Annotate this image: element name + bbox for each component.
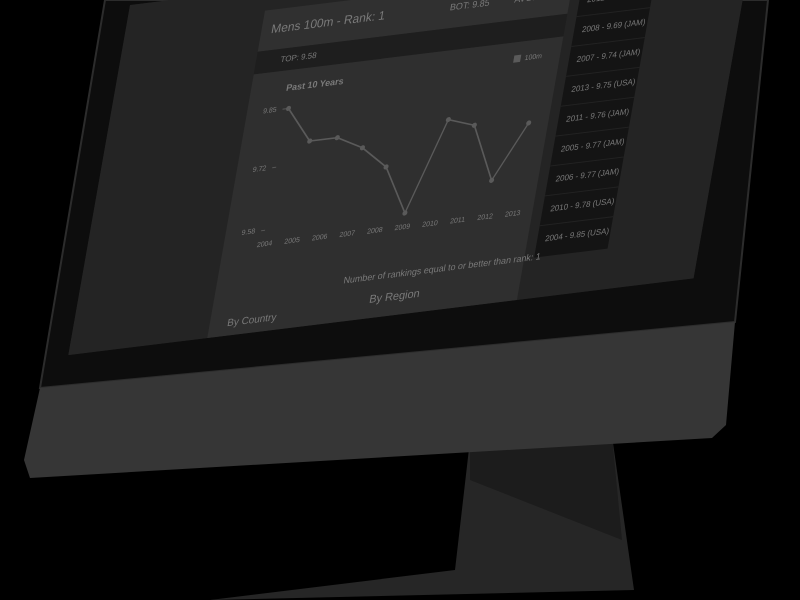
- stats-bar: [253, 13, 568, 75]
- list-divider: [555, 126, 630, 137]
- data-point: [402, 210, 408, 216]
- x-tick-label: 2007: [339, 229, 356, 239]
- screen: Mens 100m - Rank: 1 BOT: 9.85 AVG: 9.73 …: [68, 0, 756, 356]
- x-tick-label: 2004: [256, 239, 273, 249]
- data-point: [285, 105, 292, 112]
- list-divider: [550, 156, 624, 167]
- chart-panel: [207, 36, 564, 339]
- list-divider: [565, 66, 640, 77]
- legend-swatch: [513, 54, 522, 63]
- data-point: [526, 120, 532, 126]
- series-line: [287, 107, 530, 215]
- header-bar: [257, 0, 575, 52]
- stand-shade: [470, 436, 622, 540]
- x-tick-label: 2009: [394, 222, 411, 232]
- data-point: [445, 117, 451, 123]
- sidebar: [534, 0, 663, 258]
- x-tick-label: 2006: [311, 233, 328, 243]
- x-tick-label: 2011: [449, 216, 465, 226]
- data-point: [359, 145, 365, 151]
- data-point: [471, 122, 477, 128]
- data-point: [307, 138, 313, 144]
- list-divider: [571, 36, 645, 48]
- data-point: [383, 164, 389, 170]
- y-tick-label: 9.85: [262, 106, 277, 116]
- x-tick-label: 2013: [504, 209, 521, 219]
- list-divider: [544, 186, 619, 197]
- list-divider: [576, 7, 651, 18]
- legend-label: 100m: [524, 52, 543, 62]
- data-point: [334, 135, 340, 141]
- x-tick-label: 2008: [366, 226, 383, 236]
- screen-ui: Mens 100m - Rank: 1 BOT: 9.85 AVG: 9.73 …: [68, 0, 756, 356]
- x-tick-label: 2005: [284, 236, 301, 246]
- y-tick-label: 9.72: [252, 164, 267, 174]
- chin: [24, 322, 735, 478]
- x-tick-label: 2010: [422, 219, 439, 229]
- data-point: [489, 177, 495, 183]
- y-tick-label: 9.58: [241, 227, 256, 237]
- list-divider: [560, 96, 635, 107]
- list-divider: [539, 216, 614, 227]
- x-tick-label: 2012: [477, 212, 494, 222]
